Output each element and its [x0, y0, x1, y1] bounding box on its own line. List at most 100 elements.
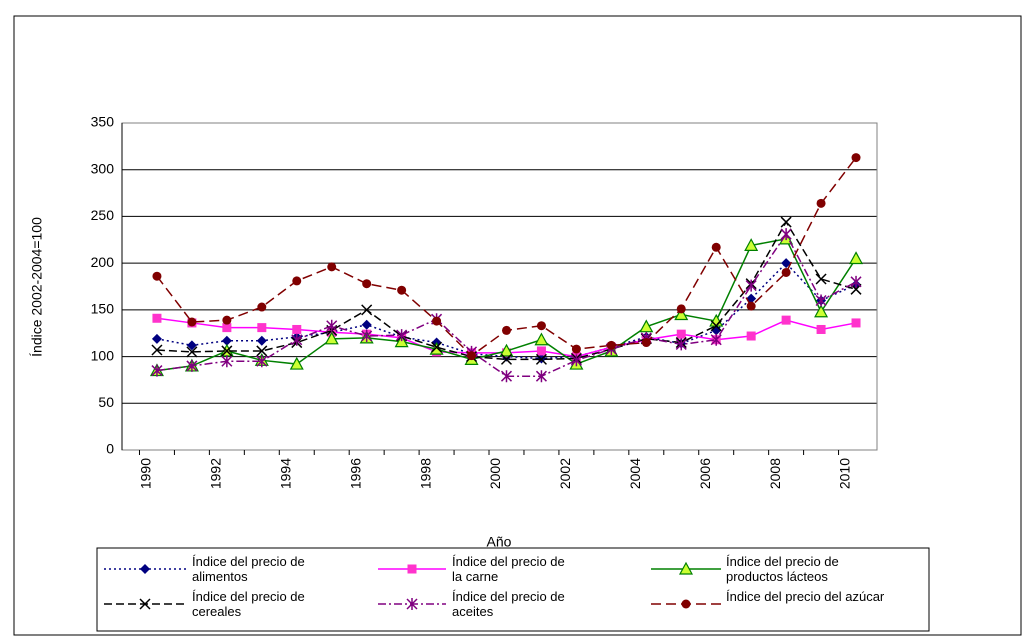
data-point	[674, 307, 689, 321]
frame	[13, 15, 1022, 636]
legend-label: Índice del precio de cereales	[192, 589, 305, 619]
data-point	[814, 304, 829, 318]
data-point	[222, 323, 232, 333]
data-point	[850, 275, 862, 288]
data-point	[499, 343, 514, 357]
data-point	[745, 279, 757, 292]
data-point	[570, 354, 582, 367]
x-tick-label: 1990	[138, 458, 154, 489]
data-point	[289, 356, 304, 370]
legend-label: Índice del precio de alimentos	[192, 554, 305, 584]
data-point	[397, 285, 407, 295]
x-tick-label: 1996	[347, 458, 363, 489]
data-point	[361, 304, 373, 316]
data-point	[675, 338, 687, 351]
y-tick-label: 150	[91, 301, 115, 317]
data-point	[256, 345, 268, 357]
x-tick-label: 1994	[277, 458, 293, 489]
data-point	[292, 276, 302, 286]
data-point	[849, 251, 864, 265]
x-tick-label: 2010	[837, 458, 853, 489]
data-point	[467, 351, 477, 361]
x-tick-label: 2002	[557, 458, 573, 489]
data-point	[327, 262, 337, 272]
data-point	[851, 318, 861, 328]
x-tick-label: 1998	[417, 458, 433, 489]
legend-box	[96, 547, 930, 632]
data-point	[151, 364, 163, 377]
data-point	[534, 332, 549, 346]
data-point	[222, 315, 232, 325]
data-point	[221, 345, 233, 357]
data-point	[186, 340, 197, 351]
data-point	[710, 333, 722, 346]
data-point	[394, 334, 409, 348]
data-point	[186, 359, 198, 372]
y-tick-label: 200	[91, 254, 115, 270]
data-point	[431, 341, 443, 353]
y-tick-label: 100	[91, 347, 115, 363]
data-point	[535, 370, 547, 383]
data-point	[326, 319, 338, 332]
data-point	[501, 325, 511, 335]
legend-label: Índice del precio de productos lácteos	[726, 554, 839, 584]
data-point	[676, 304, 686, 314]
data-point	[256, 355, 268, 368]
data-point	[186, 346, 198, 358]
data-point	[815, 294, 827, 307]
y-axis-title: Índice 2002-2004=100	[29, 217, 45, 357]
data-point	[221, 355, 233, 368]
data-point	[606, 340, 616, 350]
data-point	[324, 331, 339, 345]
data-point	[291, 333, 303, 346]
data-point	[571, 344, 581, 354]
data-point	[361, 319, 372, 330]
data-point	[781, 267, 791, 277]
data-point	[187, 317, 197, 327]
legend-marker	[407, 564, 417, 574]
data-point	[851, 153, 861, 163]
data-point	[292, 324, 302, 334]
y-tick-label: 350	[91, 114, 115, 130]
data-point	[152, 313, 162, 323]
data-point	[396, 329, 408, 342]
data-point	[151, 333, 162, 344]
data-point	[744, 238, 759, 251]
data-point	[536, 321, 546, 331]
data-point	[257, 323, 267, 333]
legend-marker	[406, 598, 418, 610]
x-tick-label: 2004	[627, 458, 643, 489]
legend-label: Índice del precio de la carne	[452, 554, 565, 584]
data-point	[780, 228, 792, 241]
x-tick-label: 2006	[697, 458, 713, 489]
x-tick-label: 2008	[767, 458, 783, 489]
legend-marker	[678, 561, 694, 575]
y-tick-label: 250	[91, 207, 115, 223]
data-point	[711, 242, 721, 252]
legend-marker	[140, 564, 150, 574]
legend-label: Índice del precio de aceites	[452, 589, 565, 619]
data-point	[500, 370, 513, 383]
data-point	[746, 301, 756, 311]
y-tick-label: 50	[98, 394, 114, 410]
data-point	[639, 319, 654, 333]
data-point	[257, 302, 267, 312]
data-point	[816, 198, 826, 208]
data-point	[676, 329, 686, 339]
legend-marker	[681, 599, 691, 609]
data-point	[746, 331, 756, 341]
data-point	[361, 330, 373, 343]
data-point	[535, 353, 547, 365]
legend-marker	[139, 598, 151, 610]
data-point	[780, 216, 792, 228]
data-point	[256, 335, 267, 346]
x-tick-label: 2000	[487, 458, 503, 489]
x-tick-label: 1992	[208, 458, 224, 489]
legend-label: Índice del precio del azúcar	[726, 589, 885, 604]
data-point	[500, 353, 513, 365]
data-point	[781, 315, 791, 325]
y-tick-label: 0	[106, 441, 114, 457]
data-point	[816, 324, 826, 334]
